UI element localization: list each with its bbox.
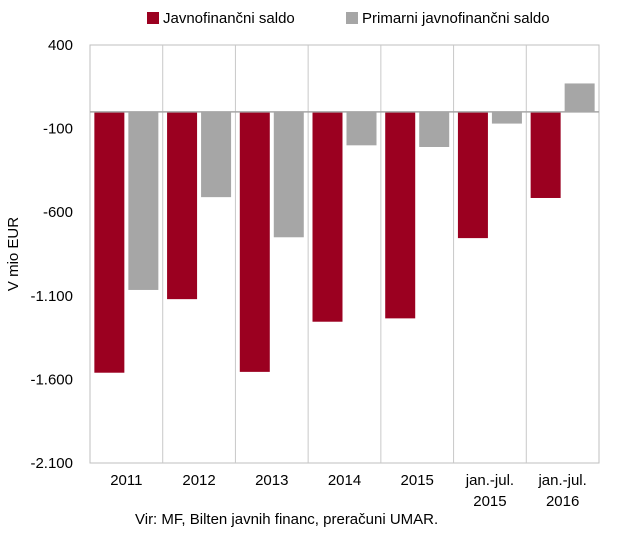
bar-primarni bbox=[346, 111, 377, 146]
bar-primarni bbox=[491, 111, 522, 124]
bar-primarni bbox=[419, 111, 450, 147]
x-tick-label: 2014 bbox=[328, 472, 361, 489]
source-note: Vir: MF, Bilten javnih financ, preračuni… bbox=[135, 511, 438, 528]
y-axis-title: V mio EUR bbox=[5, 217, 22, 291]
bar-saldo bbox=[94, 111, 125, 373]
bar-primarni bbox=[128, 111, 159, 290]
bar-saldo bbox=[530, 111, 561, 198]
bar-saldo bbox=[239, 111, 270, 372]
bar-primarni bbox=[564, 83, 595, 112]
y-tick-label: -1.100 bbox=[30, 288, 73, 305]
bar-primarni bbox=[273, 111, 304, 238]
y-tick-label: 400 bbox=[48, 37, 73, 54]
bar-saldo bbox=[167, 111, 198, 300]
y-tick-label: -1.600 bbox=[30, 371, 73, 388]
legend-swatch bbox=[147, 12, 159, 24]
legend-label: Primarni javnofinančni saldo bbox=[362, 10, 550, 27]
bar-saldo bbox=[457, 111, 488, 239]
y-tick-label: -600 bbox=[43, 204, 73, 221]
legend-label: Javnofinančni saldo bbox=[163, 10, 295, 27]
legend: Javnofinančni saldo Primarni javnofinančn… bbox=[147, 10, 550, 27]
bar-saldo bbox=[385, 111, 416, 319]
bar-primarni bbox=[201, 111, 232, 198]
plot-area bbox=[89, 44, 600, 464]
y-tick-label: -100 bbox=[43, 121, 73, 138]
plot-frame bbox=[89, 44, 600, 464]
y-axis: 400 -100 -600 -1.100 -1.600 -2.100 bbox=[30, 37, 73, 472]
x-tick-label: 2011 bbox=[110, 472, 142, 489]
x-tick-label: 2016 bbox=[546, 493, 579, 510]
x-tick-label: jan.-jul. bbox=[537, 472, 586, 489]
y-tick-label: -2.100 bbox=[30, 455, 73, 472]
x-tick-label: jan.-jul. bbox=[465, 472, 514, 489]
x-tick-label: 2015 bbox=[401, 472, 434, 489]
x-tick-label: 2013 bbox=[255, 472, 288, 489]
legend-swatch bbox=[346, 12, 358, 24]
bar-saldo bbox=[312, 111, 343, 322]
x-axis: 2011 2012 2013 2014 2015 jan.-jul. 2015 jan.-ju… bbox=[110, 472, 587, 510]
x-tick-label: 2015 bbox=[473, 493, 506, 510]
x-tick-label: 2012 bbox=[182, 472, 215, 489]
